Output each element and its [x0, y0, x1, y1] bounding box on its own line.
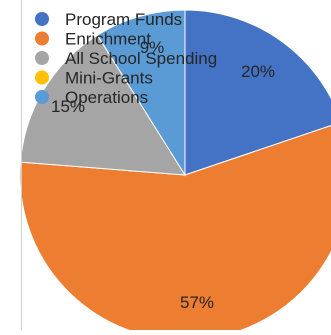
data-label-all-school-spending: 15%	[51, 97, 85, 116]
data-label-program-funds: 20%	[241, 62, 275, 81]
legend-marker-program-funds	[35, 12, 49, 26]
pie-slice-program-funds	[184, 9, 331, 176]
legend-label-mini-grants: Mini-Grants	[65, 69, 153, 88]
legend-label-program-funds: Program Funds	[65, 10, 182, 29]
legend-label-enrichment: Enrichment	[65, 30, 151, 49]
pie-slice-enrichment	[19, 125, 331, 335]
legend-label-all-school-spending: All School Spending	[65, 49, 217, 68]
legend-marker-operations	[35, 90, 49, 104]
legend-label-operations: Operations	[65, 88, 148, 107]
legend-marker-enrichment	[35, 31, 49, 46]
legend-marker-all-school-spending	[35, 51, 49, 65]
divider-line	[21, 0, 22, 330]
data-label-operations: 9%	[140, 38, 165, 57]
data-label-enrichment: 57%	[180, 293, 214, 312]
legend-marker-mini-grants	[35, 70, 49, 85]
pie-slice-operations	[96, 9, 186, 177]
